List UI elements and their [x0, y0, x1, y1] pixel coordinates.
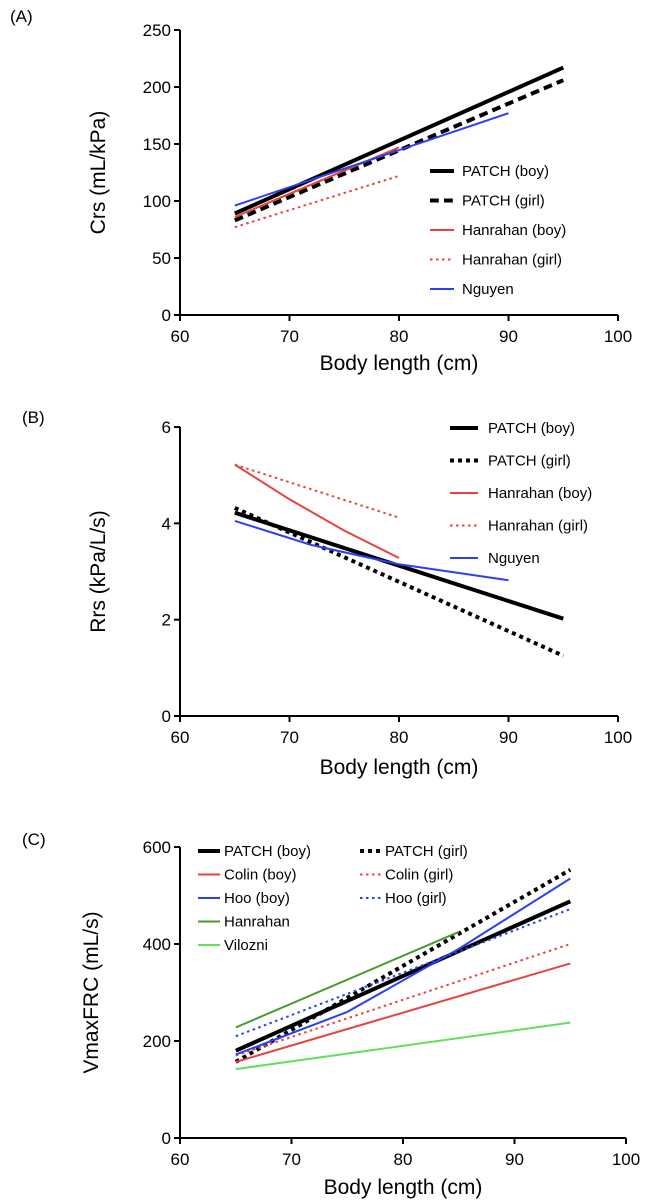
series-line-colin-boy	[235, 962, 571, 1063]
panel-b: (B) 60 70 80 90 100 0 2 4 6 Body length (cm) Rrs (k…	[22, 408, 632, 779]
legend: PATCH (boy) PATCH (girl) Hanrahan (boy) Han…	[450, 420, 592, 567]
legend-label-hanrahan-boy: Hanrahan (boy)	[462, 222, 566, 239]
x-tick-label: 60	[171, 327, 190, 346]
x-tick-label: 80	[390, 728, 409, 747]
y-tick-label: 100	[143, 192, 171, 211]
x-tick-label: 100	[604, 728, 632, 747]
x-tick-label: 80	[390, 327, 409, 346]
x-tick-label: 70	[282, 1150, 301, 1169]
legend-label-colin-boy: Colin (boy)	[224, 867, 297, 884]
y-tick-label: 0	[162, 707, 171, 726]
y-tick-label: 400	[143, 935, 171, 954]
series-line-patch-girl	[234, 78, 565, 223]
x-tick-label: 90	[499, 728, 518, 747]
x-tick-label: 60	[171, 728, 190, 747]
y-tick-label: 0	[162, 1129, 171, 1148]
y-axis-label: Rrs (kPa/L/s)	[87, 510, 110, 633]
x-tick-label: 100	[604, 327, 632, 346]
series-line-patch-boy	[233, 65, 565, 216]
legend-label-hanrahan-boy: Hanrahan (boy)	[488, 485, 592, 502]
legend-label-patch-girl: PATCH (girl)	[462, 193, 545, 210]
series-line-hanrahan-girl	[234, 174, 400, 229]
y-tick-label: 50	[152, 249, 171, 268]
series-line-patch-girl	[234, 868, 572, 1064]
x-axis-label: Body length (cm)	[320, 352, 479, 375]
legend-label-hanrahan-girl: Hanrahan (girl)	[488, 518, 588, 535]
series-line-nguyen	[234, 519, 509, 582]
panel-label: (B)	[22, 408, 45, 427]
panel-label: (A)	[10, 7, 33, 26]
y-tick-label: 6	[162, 418, 171, 437]
legend-label-hanrahan: Hanrahan	[224, 914, 290, 931]
series-line-vilozni	[235, 1021, 571, 1071]
legend-label-nguyen: Nguyen	[488, 550, 540, 567]
legend-label-patch-boy: PATCH (boy)	[462, 163, 549, 180]
x-tick-label: 60	[171, 1150, 190, 1169]
y-axis-label: VmaxFRC (mL/s)	[80, 911, 103, 1073]
series-line-hanrahan-girl	[234, 463, 400, 519]
panel-a: (A) 60 70 80 90 100 0 50 100 150 200 250 Body length…	[10, 7, 632, 375]
panel-label: (C)	[22, 830, 46, 849]
series-line-nguyen	[234, 112, 509, 207]
x-tick-label: 90	[505, 1150, 524, 1169]
y-tick-label: 0	[162, 306, 171, 325]
y-tick-label: 200	[143, 1032, 171, 1051]
legend-label-hanrahan-girl: Hanrahan (girl)	[462, 252, 562, 269]
x-tick-label: 70	[280, 327, 299, 346]
legend-label-hoo-boy: Hoo (boy)	[224, 890, 290, 907]
y-tick-label: 2	[162, 611, 171, 630]
legend-label-patch-girl: PATCH (girl)	[385, 843, 468, 860]
legend-label-patch-girl: PATCH (girl)	[488, 453, 571, 470]
x-tick-label: 80	[394, 1150, 413, 1169]
series-line-colin-girl	[235, 943, 571, 1057]
legend: PATCH (boy) Colin (boy) Hoo (boy) Hanrahan V…	[198, 843, 468, 954]
x-tick-label: 100	[612, 1150, 640, 1169]
y-axis-label: Crs (mL/kPa)	[87, 111, 110, 235]
x-tick-label: 70	[280, 728, 299, 747]
legend-label-nguyen: Nguyen	[462, 281, 514, 298]
y-tick-label: 250	[143, 21, 171, 40]
y-tick-label: 4	[162, 514, 171, 533]
series-line-patch-boy	[234, 899, 572, 1053]
series-line-hanrahan	[235, 930, 460, 1029]
panel-c: (C) 60 70 80 90 100 0 200 400 600 Body length (cm)…	[22, 830, 640, 1199]
y-tick-label: 600	[143, 838, 171, 857]
x-tick-label: 90	[499, 327, 518, 346]
series-line-hoo-boy	[235, 877, 571, 1056]
x-axis-label: Body length (cm)	[324, 1176, 483, 1199]
legend-label-colin-girl: Colin (girl)	[385, 867, 453, 884]
series-line-hanrahan-boy	[234, 463, 400, 559]
legend-label-patch-boy: PATCH (boy)	[488, 420, 575, 437]
legend-label-hoo-girl: Hoo (girl)	[385, 890, 447, 907]
y-tick-label: 200	[143, 78, 171, 97]
x-axis-label: Body length (cm)	[320, 756, 479, 779]
legend-label-patch-boy: PATCH (boy)	[224, 843, 311, 860]
legend-label-vilozni: Vilozni	[224, 937, 268, 954]
y-tick-label: 150	[143, 135, 171, 154]
legend: PATCH (boy) PATCH (girl) Hanrahan (boy) Han…	[430, 163, 566, 298]
